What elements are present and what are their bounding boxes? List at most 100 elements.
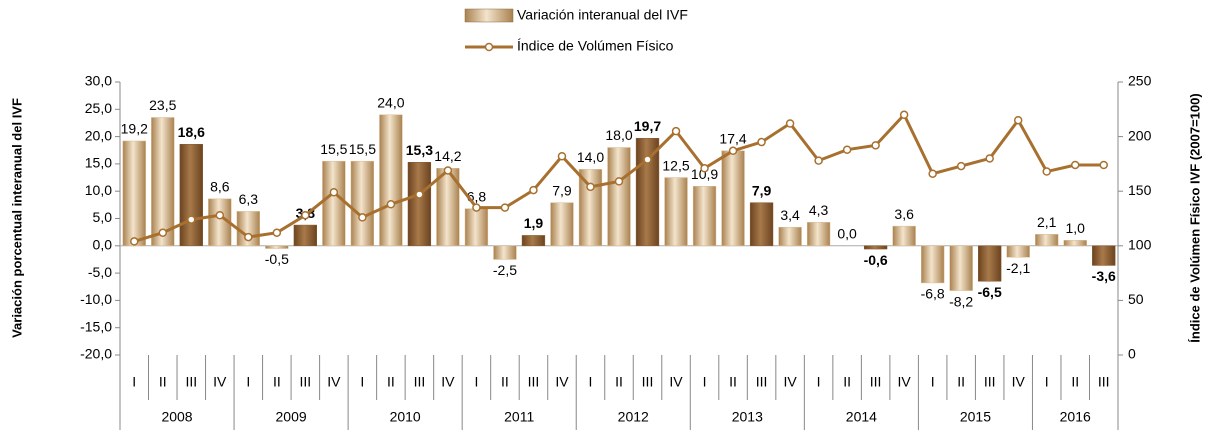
data-label: 19,7: [634, 118, 661, 134]
x-group-label: 2014: [846, 409, 877, 425]
data-label: -0,5: [265, 251, 289, 267]
legend-label: Variación interanual del IVF: [517, 7, 688, 23]
marker: [557, 152, 567, 161]
bar: [379, 114, 403, 247]
data-label: 15,3: [406, 142, 433, 158]
marker: [443, 166, 453, 175]
x-tick-label: III: [528, 374, 540, 390]
marker: [1070, 160, 1080, 170]
y2-tick-label: 0: [1128, 346, 1136, 362]
x-tick-label: I: [589, 374, 593, 390]
x-tick-label: I: [931, 374, 935, 390]
data-label: 23,5: [149, 97, 176, 113]
marker: [329, 188, 339, 197]
x-tick-label: IV: [213, 374, 227, 390]
x-group-label: 2011: [504, 409, 534, 425]
data-label: 10,9: [691, 166, 718, 182]
marker: [187, 215, 196, 224]
x-tick-label: IV: [669, 374, 683, 390]
marker: [842, 145, 852, 154]
bar: [493, 245, 517, 260]
y-tick-label: 5,0: [93, 209, 113, 225]
data-label: -0,6: [864, 252, 888, 268]
marker: [871, 141, 880, 150]
bar: [1063, 240, 1087, 247]
y2-tick-label: 250: [1128, 73, 1152, 89]
x-tick-label: II: [273, 374, 281, 390]
y2-tick-label: 50: [1128, 291, 1144, 307]
x-tick-label: I: [132, 374, 136, 390]
data-label: 3,6: [894, 206, 914, 222]
marker: [586, 182, 595, 192]
bar: [806, 222, 831, 247]
x-group-label: 2010: [390, 409, 421, 425]
x-tick-label: III: [642, 374, 654, 390]
marker: [386, 200, 396, 209]
bar: [578, 169, 603, 247]
marker: [215, 210, 225, 220]
x-tick-label: III: [414, 374, 426, 390]
marker: [1042, 167, 1051, 176]
bar: [464, 208, 489, 247]
x-tick-label: IV: [783, 374, 797, 390]
bar: [778, 226, 802, 247]
data-label: 1,0: [1065, 220, 1085, 236]
bar: [322, 160, 346, 247]
x-tick-label: III: [185, 374, 197, 390]
marker: [130, 237, 139, 246]
y-tick-label: -5,0: [88, 264, 112, 280]
x-tick-label: II: [1071, 374, 1079, 390]
bar: [550, 202, 574, 247]
data-label: -8,2: [949, 293, 973, 309]
y-tick-label: -15,0: [80, 318, 112, 334]
x-tick-label: I: [360, 374, 364, 390]
data-label: 17,4: [719, 130, 746, 146]
legend-bar-swatch: [464, 8, 514, 23]
x-tick-label: II: [957, 374, 965, 390]
marker: [728, 146, 738, 156]
bar: [293, 224, 317, 247]
x-tick-label: II: [729, 374, 737, 390]
x-tick-label: II: [387, 374, 395, 390]
x-tick-label: IV: [1012, 374, 1026, 390]
y2-tick-label: 150: [1128, 182, 1152, 198]
bar: [721, 150, 745, 247]
x-tick-label: III: [756, 374, 768, 390]
marker: [529, 185, 538, 195]
marker: [301, 210, 310, 220]
data-label: 15,5: [320, 141, 347, 157]
x-group-label: 2015: [960, 409, 991, 425]
y-tick-label: 10,0: [85, 182, 112, 198]
bar: [179, 143, 203, 247]
x-tick-label: I: [474, 374, 478, 390]
data-label: -6,5: [978, 284, 1002, 300]
y2-tick-label: 200: [1128, 127, 1152, 143]
bar: [407, 162, 432, 247]
bar: [978, 245, 1002, 282]
x-tick-label: I: [817, 374, 821, 390]
x-group-label: 2009: [276, 409, 307, 425]
data-label: 18,6: [178, 124, 205, 140]
y-axis-title: Variación porcentual interanual del IVF: [9, 98, 24, 338]
marker: [785, 119, 795, 128]
x-group-label: 2013: [732, 409, 763, 425]
y-tick-label: -20,0: [80, 346, 112, 362]
x-tick-label: IV: [441, 374, 455, 390]
marker: [700, 164, 709, 173]
bar: [521, 235, 546, 247]
data-label: -2,1: [1006, 260, 1030, 276]
x-tick-label: II: [159, 374, 167, 390]
x-tick-label: IV: [898, 374, 912, 390]
x-tick-label: III: [300, 374, 312, 390]
bar: [151, 117, 175, 247]
bar: [692, 186, 717, 247]
x-group-label: 2016: [1060, 409, 1091, 425]
data-label: 0,0: [837, 226, 857, 242]
marker: [928, 169, 937, 178]
bar: [921, 245, 945, 284]
y2-tick-label: 100: [1128, 237, 1152, 253]
data-label: 14,0: [577, 149, 604, 165]
bar: [122, 140, 146, 247]
y-tick-label: 25,0: [85, 100, 112, 116]
